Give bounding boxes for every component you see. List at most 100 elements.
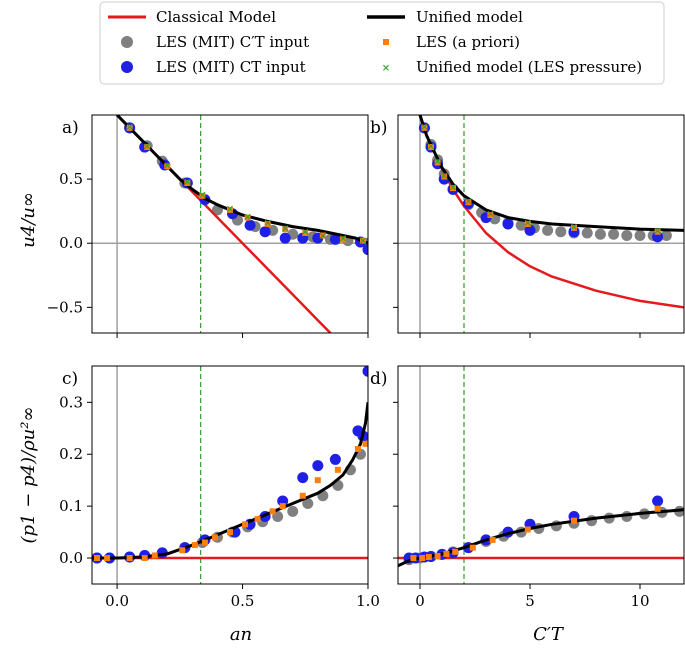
data-point-les-a-priori xyxy=(469,544,476,551)
data-point-les-a-priori xyxy=(434,159,441,166)
data-point-les-a-priori xyxy=(354,446,361,453)
data-point-les-a-priori xyxy=(299,492,306,499)
x-tick-label: 0 xyxy=(415,592,425,610)
x-tick-label: 5 xyxy=(525,592,535,610)
data-point-unified-model-les-pressure: × xyxy=(183,177,191,188)
data-point-les-a-priori xyxy=(144,144,151,151)
data-point-les-a-priori xyxy=(151,552,158,559)
data-point-les-a-priori xyxy=(282,226,289,233)
legend-marker-les-ctprime xyxy=(121,36,133,48)
legend-marker-unified-les-p: × xyxy=(382,63,390,74)
data-point-les-a-priori xyxy=(571,517,577,524)
data-point-les-a-priori xyxy=(104,555,111,562)
plot-area: ×××××××× × × xyxy=(398,115,684,333)
data-point-les-a-priori xyxy=(489,536,496,543)
data-point-unified-model-les-pressure: × xyxy=(427,141,435,152)
panel-c: 0.0 0.5 1.0 0.0 0.1 0.2 0.3 c) xyxy=(59,365,380,610)
plot-area xyxy=(398,366,684,584)
x-tick-label: 0.0 xyxy=(105,592,129,610)
legend-label-unified: Unified model xyxy=(416,8,523,26)
data-point-les-a-priori xyxy=(302,229,309,236)
legend-label-les-ct: LES (MIT) CT input xyxy=(156,58,306,76)
y-tick-label: 0.1 xyxy=(59,497,83,515)
x-tick-label: 0.5 xyxy=(231,592,255,610)
panel-d: 0 5 10 d) xyxy=(370,365,685,610)
data-point-les-a-priori xyxy=(254,516,261,523)
data-point-les-mit-c-t-input xyxy=(555,226,567,238)
panel-frame xyxy=(397,365,685,585)
data-point-les-mit-ct-input xyxy=(502,218,514,230)
data-point-les-mit-ct-input xyxy=(329,233,341,245)
data-point-les-a-priori xyxy=(141,555,148,562)
data-point-les-a-priori xyxy=(244,214,251,221)
data-point-unified-model-les-pressure: × xyxy=(440,171,448,182)
data-point-les-a-priori xyxy=(191,542,198,549)
series-line-unified-model xyxy=(418,115,684,232)
legend: Classical Model LES (MIT) C′T input LES … xyxy=(99,1,665,85)
data-point-unified-model-les-pressure: × xyxy=(125,122,133,133)
y-axis-label-bottom: (p1 − p4)/ρu²∞ xyxy=(18,407,39,544)
data-point-les-mit-ct-input xyxy=(244,219,256,231)
data-point-les-a-priori xyxy=(319,232,326,239)
panel-a: × × × × × × × × × × × × × −0.5 0.0 0.5 a) xyxy=(47,114,369,338)
data-point-les-a-priori xyxy=(524,526,531,533)
panel-frame xyxy=(397,114,685,334)
data-point-unified-model-les-pressure: × xyxy=(319,231,327,242)
data-point-les-a-priori xyxy=(201,539,208,546)
data-point-unified-model-les-pressure: × xyxy=(163,161,171,172)
series-line-unified-model xyxy=(116,115,368,245)
data-point-les-a-priori xyxy=(524,221,531,227)
data-point-les-a-priori xyxy=(434,552,441,559)
y-tick-label: 0.0 xyxy=(59,234,83,252)
data-point-unified-model-les-pressure: × xyxy=(653,226,661,237)
data-point-les-a-priori xyxy=(487,212,494,219)
data-point-les-mit-c-t-input xyxy=(594,228,606,240)
x-axis-label-right: C′T xyxy=(533,624,565,645)
panel-letter: c) xyxy=(62,369,78,389)
data-point-les-mit-ct-input xyxy=(279,232,291,244)
data-point-les-a-priori xyxy=(94,555,101,562)
panel-frame xyxy=(91,114,369,334)
data-point-les-a-priori xyxy=(362,440,368,447)
data-point-les-mit-c-t-input xyxy=(302,498,314,510)
data-point-les-a-priori xyxy=(428,144,434,151)
data-point-unified-model-les-pressure: × xyxy=(143,141,151,152)
data-point-les-a-priori xyxy=(452,548,459,555)
plot-area xyxy=(92,366,368,584)
data-point-les-mit-c-t-input xyxy=(515,219,527,231)
data-point-unified-model-les-pressure: × xyxy=(281,223,289,234)
data-point-les-mit-c-t-input xyxy=(608,228,620,240)
data-point-les-a-priori xyxy=(227,529,233,536)
data-point-les-a-priori xyxy=(126,124,133,131)
data-point-unified-model-les-pressure: × xyxy=(263,218,271,229)
data-point-unified-model-les-pressure: × xyxy=(570,222,578,233)
data-point-les-mit-c-t-input xyxy=(287,505,299,517)
data-point-les-a-priori xyxy=(571,224,577,231)
data-point-les-a-priori xyxy=(314,477,321,484)
plot-area: × × × × × × × × × × × × × xyxy=(92,115,368,333)
data-point-unified-model-les-pressure: × xyxy=(486,209,494,220)
data-point-les-a-priori xyxy=(199,192,206,199)
legend-label-classical: Classical Model xyxy=(156,8,276,26)
data-point-les-mit-ct-input xyxy=(524,224,536,236)
data-point-unified-model-les-pressure: × xyxy=(226,204,234,215)
data-point-les-mit-c-t-input xyxy=(634,230,646,242)
data-point-les-a-priori xyxy=(227,206,233,213)
y-tick-label: 0.0 xyxy=(59,549,83,567)
data-point-les-mit-c-t-input xyxy=(542,224,554,236)
y-tick-label: 0.5 xyxy=(59,170,83,188)
series-line-classical-model xyxy=(418,115,684,309)
data-point-les-a-priori xyxy=(359,237,366,244)
panel-letter: b) xyxy=(370,118,388,138)
data-point-les-a-priori xyxy=(264,221,271,227)
y-tick-label: 0.3 xyxy=(59,393,83,411)
data-point-les-a-priori xyxy=(421,124,428,131)
data-point-les-a-priori xyxy=(443,550,450,557)
data-point-unified-model-les-pressure: × xyxy=(243,212,251,223)
data-point-les-a-priori xyxy=(334,466,341,473)
legend-label-les-ctprime: LES (MIT) C′T input xyxy=(156,33,309,51)
legend-label-les-apriori: LES (a priori) xyxy=(416,33,520,51)
data-point-les-mit-ct-input xyxy=(652,495,664,507)
data-point-les-mit-ct-input xyxy=(297,472,309,484)
